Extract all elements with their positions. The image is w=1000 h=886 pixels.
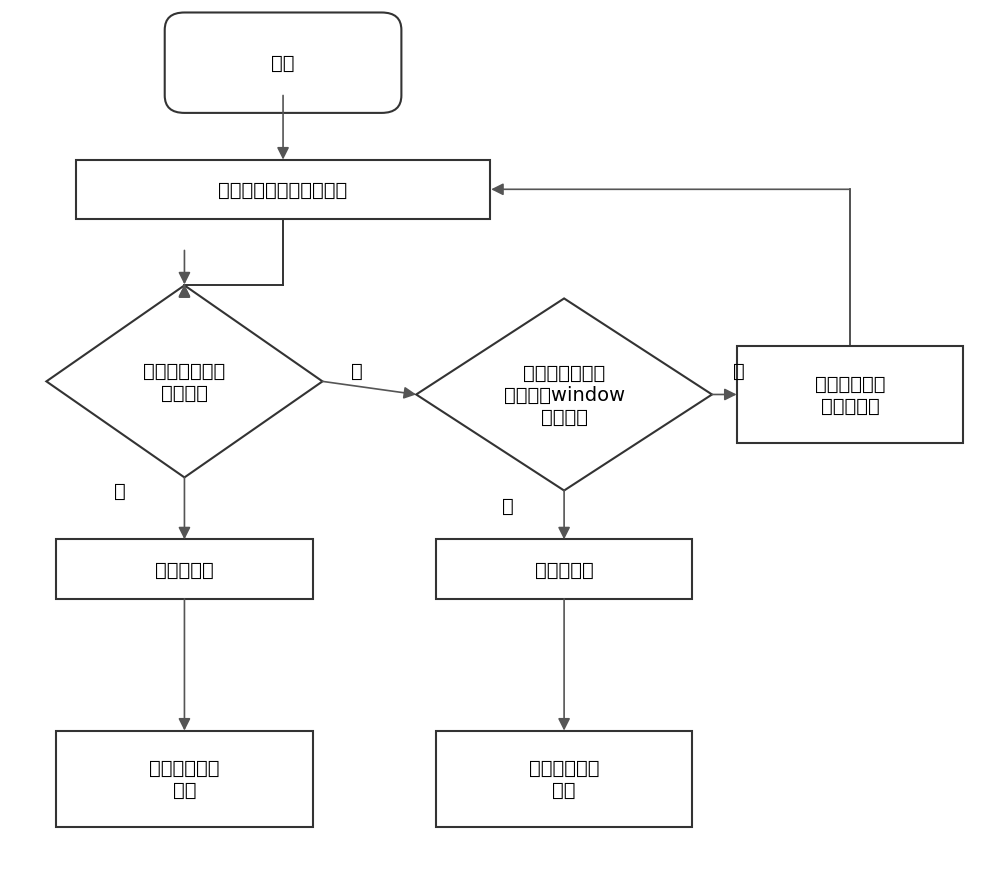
Text: 开始: 开始 bbox=[271, 54, 295, 74]
Polygon shape bbox=[416, 299, 712, 491]
FancyBboxPatch shape bbox=[165, 13, 401, 113]
Text: 是: 是 bbox=[114, 481, 126, 501]
Text: 是: 是 bbox=[733, 362, 745, 381]
Bar bbox=[56, 540, 313, 599]
Text: 判断截图是否含
有二维码: 判断截图是否含 有二维码 bbox=[143, 361, 226, 402]
Text: 否: 否 bbox=[502, 496, 514, 516]
Bar bbox=[436, 540, 692, 599]
Text: 没有二维码: 没有二维码 bbox=[535, 560, 593, 579]
Text: 允许本次屏保
显示: 允许本次屏保 显示 bbox=[529, 758, 599, 799]
Text: 截取所截图层
后面的图层: 截取所截图层 后面的图层 bbox=[815, 375, 885, 416]
Text: 截取显示在最前面的图层: 截取显示在最前面的图层 bbox=[218, 181, 348, 199]
Bar bbox=[56, 731, 313, 827]
Text: 取消本次屏保
显示: 取消本次屏保 显示 bbox=[149, 758, 220, 799]
Text: 含有二维码: 含有二维码 bbox=[155, 560, 214, 579]
Text: 判断所截取图层
后面图层window
是否可见: 判断所截取图层 后面图层window 是否可见 bbox=[504, 363, 625, 426]
Text: 否: 否 bbox=[351, 362, 363, 381]
Bar bbox=[737, 347, 963, 443]
Bar bbox=[76, 160, 490, 220]
Bar bbox=[436, 731, 692, 827]
Polygon shape bbox=[46, 286, 322, 478]
